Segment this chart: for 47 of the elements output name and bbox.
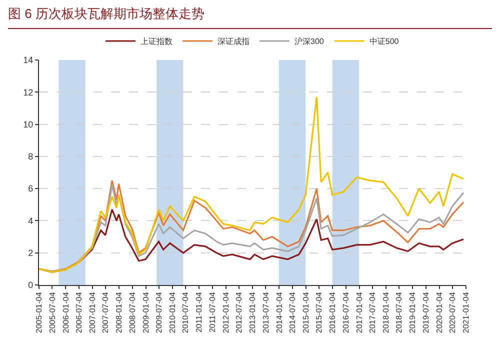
legend-label: 深证成指 [218, 37, 250, 46]
x-tick-label: 2011-01-04 [194, 292, 204, 333]
x-tick-label: 2007-01-04 [88, 292, 97, 334]
x-tick-label: 2019-07-04 [421, 292, 430, 334]
x-tick-label: 2005-01-04 [34, 292, 44, 334]
x-tick-label: 2014-07-04 [288, 292, 297, 334]
y-tick-label: 6 [28, 184, 34, 194]
x-tick-label: 2015-01-04 [301, 292, 310, 334]
x-tick-label: 2009-01-04 [141, 292, 150, 334]
x-tick-label: 2010-01-04 [168, 292, 178, 334]
x-tick-label: 2017-07-04 [368, 292, 378, 334]
y-tick-label: 12 [23, 87, 34, 98]
x-tick-label: 2005-07-04 [48, 292, 57, 334]
legend-label: 上证指数 [140, 37, 172, 46]
x-tick-label: 2006-07-04 [74, 292, 84, 334]
chart-title: 图 6 历次板块瓦解期市场整体走势 [8, 6, 204, 21]
x-tick-label: 2006-01-04 [61, 292, 70, 334]
y-tick-label: 4 [28, 216, 34, 226]
x-tick-label: 2008-01-04 [114, 292, 124, 334]
x-tick-label: 2011-07-04 [208, 292, 217, 333]
y-tick-label: 8 [28, 152, 34, 162]
x-tick-label: 2017-01-04 [354, 292, 364, 334]
x-tick-label: 2015-07-04 [314, 292, 324, 334]
legend-label: 沪深300 [294, 37, 324, 46]
x-tick-label: 2016-01-04 [328, 292, 338, 334]
x-tick-label: 2021-01-04 [462, 292, 471, 334]
x-tick-label: 2012-01-04 [221, 292, 230, 334]
x-tick-label: 2009-07-04 [154, 292, 164, 334]
x-tick-label: 2007-07-04 [101, 292, 110, 334]
x-tick-label: 2018-01-04 [382, 292, 391, 334]
x-tick-label: 2013-01-04 [248, 292, 258, 334]
x-tick-label: 2020-01-04 [434, 292, 444, 334]
x-tick-label: 2016-07-04 [341, 292, 350, 334]
x-tick-label: 2020-07-04 [448, 292, 458, 334]
y-tick-label: 10 [23, 119, 34, 130]
line-series [39, 96, 464, 273]
x-tick-label: 2014-01-04 [274, 292, 284, 334]
x-tick-label: 2018-07-04 [394, 292, 404, 334]
legend-label: 中证500 [369, 37, 400, 46]
y-tick-label: 2 [28, 248, 34, 258]
x-tick-label: 2010-07-04 [181, 292, 190, 334]
y-tick-label: 14 [23, 55, 34, 66]
x-tick-label: 2019-01-04 [408, 292, 418, 334]
x-tick-label: 2013-07-04 [261, 292, 270, 334]
x-tick-label: 2012-07-04 [234, 292, 244, 334]
x-tick-label: 2008-07-04 [128, 292, 137, 334]
y-tick-label: 0 [28, 280, 34, 290]
